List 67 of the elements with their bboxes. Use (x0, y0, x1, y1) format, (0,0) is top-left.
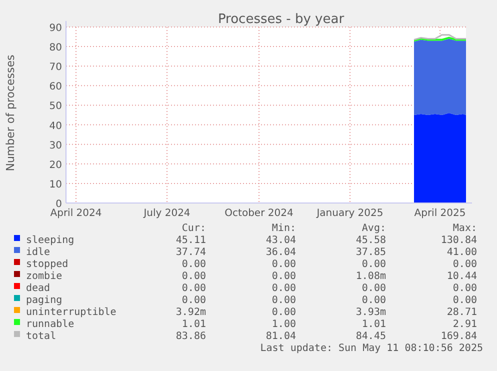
text: 3.93m (356, 307, 386, 318)
text: 45.58 (356, 235, 386, 246)
legend-label: stopped (26, 259, 68, 270)
text: 0.00 (272, 283, 296, 294)
x-tick-label: July 2024 (142, 208, 190, 219)
text: 3.92m (176, 307, 206, 318)
legend-label: idle (26, 247, 50, 258)
text: 0.00 (452, 295, 477, 306)
text: 45.11 (176, 235, 206, 246)
text: 0.00 (182, 259, 206, 270)
y-tick-label: 40 (49, 120, 62, 132)
text: 1.01 (182, 319, 206, 330)
y-tick-label: 30 (49, 140, 62, 152)
x-tick-label: January 2025 (316, 208, 384, 219)
legend-label: zombie (26, 271, 62, 282)
text: 81.04 (266, 331, 296, 342)
text: 83.86 (176, 331, 206, 342)
text: 0.00 (182, 295, 206, 306)
legend-label: sleeping (26, 235, 74, 246)
legend-label: total (26, 331, 56, 342)
text: 0.00 (362, 283, 386, 294)
text: 2.91 (452, 319, 477, 330)
text: 1.00 (272, 319, 296, 330)
text: Min: (272, 223, 296, 234)
text: 0.00 (182, 271, 206, 282)
text: 41.00 (446, 247, 477, 258)
text: 37.74 (176, 247, 206, 258)
text: 84.45 (356, 331, 386, 342)
text: 28.71 (446, 307, 477, 318)
text: 10.44 (446, 271, 477, 282)
y-tick-label: 80 (49, 42, 62, 54)
legend-label: runnable (26, 319, 74, 330)
text: 0.00 (182, 283, 206, 294)
text: 169.84 (440, 331, 477, 342)
y-tick-label: 0 (56, 199, 62, 210)
text: 0.00 (272, 307, 296, 318)
x-tick-label: October 2024 (224, 208, 294, 219)
text: Cur: (182, 223, 206, 234)
text: 0.00 (362, 295, 386, 306)
y-tick-label: 50 (49, 101, 62, 112)
y-tick-label: 90 (49, 23, 62, 34)
y-axis-title: Number of processes (4, 54, 17, 172)
text: 37.85 (356, 247, 386, 258)
y-tick-label: 60 (49, 82, 62, 93)
text: Max: (452, 223, 477, 234)
y-tick-label: 20 (49, 160, 62, 171)
y-tick-label: 10 (49, 179, 62, 190)
legend-label: paging (26, 295, 62, 306)
text: 0.00 (272, 295, 296, 306)
chart-title: Processes - by year (218, 12, 345, 27)
text: 0.00 (452, 259, 477, 270)
y-tick-label: 70 (49, 62, 62, 74)
text: 130.84 (440, 235, 477, 246)
text: 36.04 (266, 247, 296, 258)
legend-label: dead (26, 283, 50, 294)
text: 0.00 (272, 271, 296, 282)
text: 1.08m (356, 271, 386, 282)
text: 0.00 (272, 259, 296, 270)
x-tick-label: April 2025 (414, 208, 466, 219)
text: Last update: Sun May 11 08:10:56 2025 (260, 343, 483, 354)
x-tick-label: April 2024 (50, 208, 102, 219)
text: 0.00 (452, 283, 477, 294)
text: 43.04 (266, 235, 296, 246)
text: 1.01 (362, 319, 386, 330)
text: Avg: (362, 223, 386, 234)
legend-label: uninterruptible (26, 307, 116, 318)
text: 0.00 (362, 259, 386, 270)
